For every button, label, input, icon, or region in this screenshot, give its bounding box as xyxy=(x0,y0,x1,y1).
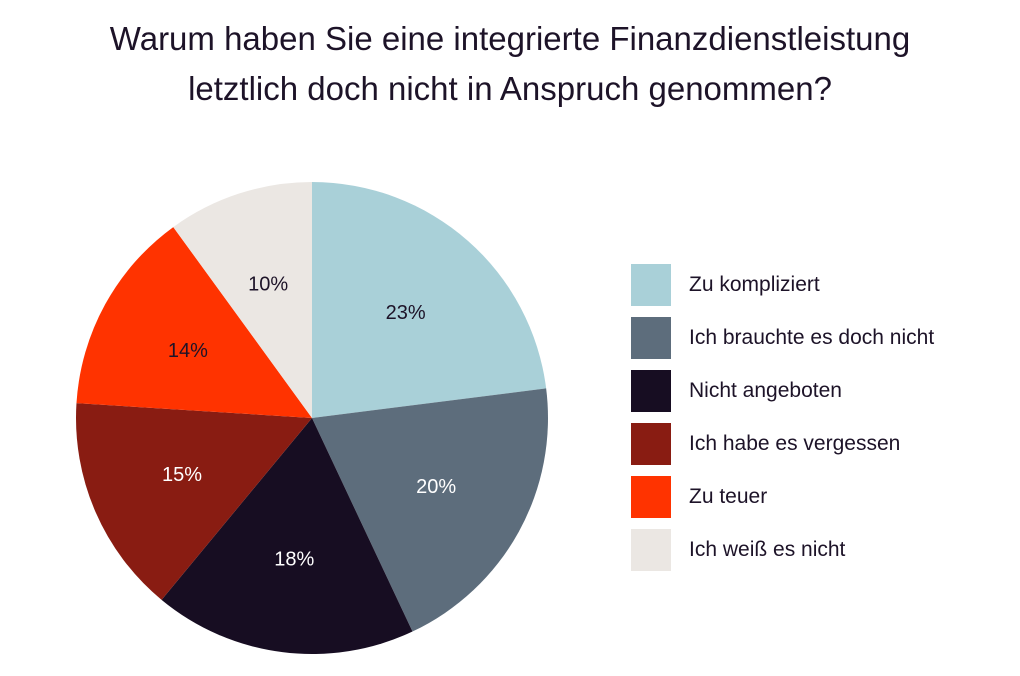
chart-title: Warum haben Sie eine integrierte Finanzd… xyxy=(0,14,1020,114)
pie-data-label: 18% xyxy=(274,549,314,571)
legend-label: Nicht angeboten xyxy=(689,379,842,402)
legend-item-ich-brauchte-es-doch-nicht: Ich brauchte es doch nicht xyxy=(631,317,991,359)
pie-slice-nicht-angeboten xyxy=(161,418,413,654)
pie-slice-ich-habe-es-vergessen xyxy=(76,403,312,600)
legend-item-ich-weiss-es-nicht: Ich weiß es nicht xyxy=(631,529,991,571)
legend-label: Ich weiß es nicht xyxy=(689,538,846,561)
legend-swatch xyxy=(631,317,671,359)
legend-swatch xyxy=(631,476,671,518)
legend-label: Ich brauchte es doch nicht xyxy=(689,326,935,349)
legend-item-nicht-angeboten: Nicht angeboten xyxy=(631,370,991,412)
pie-data-label: 14% xyxy=(168,340,208,362)
pie-data-label: 23% xyxy=(386,302,426,324)
legend-label: Ich habe es vergessen xyxy=(689,432,901,455)
chart-title-line-1: Warum haben Sie eine integrierte Finanzd… xyxy=(109,20,911,57)
pie-slice-zu-kompliziert xyxy=(312,182,547,418)
legend-item-ich-habe-es-vergessen: Ich habe es vergessen xyxy=(631,423,991,465)
legend-swatch xyxy=(631,370,671,412)
legend-label: Zu teuer xyxy=(689,485,768,508)
pie-slice-zu-teuer xyxy=(76,227,312,418)
legend-item-zu-teuer: Zu teuer xyxy=(631,476,991,518)
pie-slice-ich-weiss-es-nicht xyxy=(173,182,312,418)
legend-swatch xyxy=(631,264,671,306)
pie-slice-ich-brauchte-es-doch-nicht xyxy=(312,388,549,632)
pie-data-label: 10% xyxy=(248,273,288,295)
chart-title-line-2: letztlich doch nicht in Anspruch genomme… xyxy=(188,70,832,107)
legend-swatch xyxy=(631,529,671,571)
legend-label: Zu kompliziert xyxy=(689,273,820,296)
legend-item-zu-kompliziert: Zu kompliziert xyxy=(631,264,991,306)
pie-data-label: 15% xyxy=(162,464,202,486)
legend-swatch xyxy=(631,423,671,465)
pie-data-label: 20% xyxy=(416,476,456,498)
